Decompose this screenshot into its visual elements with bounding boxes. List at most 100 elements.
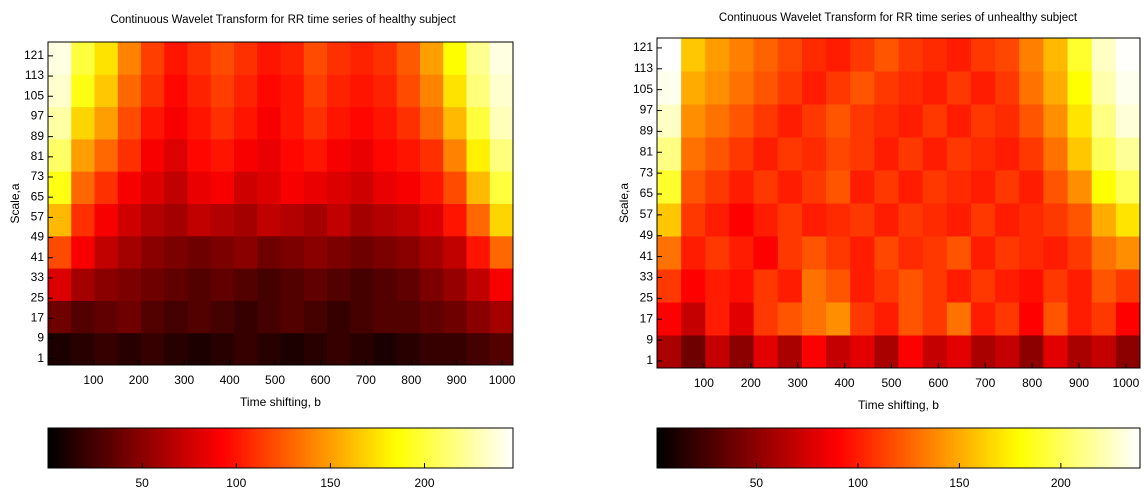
heatmap-cell: [141, 138, 165, 172]
heatmap-cell: [753, 236, 779, 270]
heatmap-cell: [705, 38, 730, 72]
heatmap-cell: [801, 104, 827, 138]
heatmap-cell: [946, 104, 972, 138]
heatmap-cell: [466, 235, 491, 269]
heatmap-cell: [257, 74, 281, 108]
heatmap-cell: [164, 171, 188, 204]
heatmap-cell: [350, 203, 374, 237]
heatmap-cell: [753, 335, 779, 369]
heatmap-cell: [898, 269, 924, 303]
heatmap-cell: [1115, 71, 1141, 105]
heatmap-cell: [995, 335, 1020, 369]
heatmap-cell: [874, 335, 899, 369]
heatmap-cell: [141, 106, 165, 140]
heatmap-cell: [1019, 236, 1044, 270]
heatmap-cell: [489, 171, 514, 204]
heatmap-cell: [1043, 236, 1069, 270]
heatmap-cell: [71, 106, 95, 140]
heatmap-cell: [71, 300, 95, 334]
heatmap-cell: [350, 42, 374, 75]
heatmap-cell: [373, 42, 398, 75]
heatmap-cell: [1091, 302, 1117, 336]
heatmap-cell: [48, 171, 72, 204]
heatmap-cell: [946, 38, 972, 72]
heatmap-cell: [94, 74, 119, 108]
heatmap-cell: [898, 236, 924, 270]
heatmap-cell: [234, 106, 258, 140]
colorbar-tick-label: 50: [135, 476, 149, 490]
heatmap-cell: [874, 104, 899, 138]
heatmap-cell: [280, 203, 305, 237]
heatmap-cell: [257, 300, 281, 334]
heatmap-cell: [234, 42, 258, 75]
y-tick-label: 89: [640, 124, 654, 138]
heatmap-cell: [705, 104, 730, 138]
heatmap-cell: [187, 74, 212, 108]
y-tick-label: 49: [640, 228, 654, 242]
heatmap-cell: [303, 106, 328, 140]
y-tick-label: 121: [633, 40, 653, 54]
heatmap-cell: [466, 268, 491, 301]
heatmap-cell: [681, 170, 706, 204]
heatmap-cell: [657, 203, 682, 237]
x-tick-label: 1000: [489, 373, 516, 387]
heatmap-cell: [753, 302, 779, 336]
heatmap-cell: [681, 302, 706, 336]
heatmap-cell: [681, 104, 706, 138]
heatmap-cell: [350, 332, 374, 366]
x-tick-label: 300: [788, 376, 808, 390]
heatmap-cell: [970, 302, 996, 336]
heatmap-cell: [657, 269, 682, 303]
heatmap-cell: [396, 332, 421, 366]
heatmap-cell: [657, 104, 682, 138]
heatmap-cell: [210, 42, 235, 75]
heatmap-cell: [489, 42, 514, 75]
heatmap-cell: [850, 137, 875, 171]
heatmap-cell: [94, 268, 119, 301]
colorbar-tick-label: 200: [415, 476, 435, 490]
heatmap-cell: [71, 235, 95, 269]
heatmap-cell: [681, 38, 706, 72]
heatmap-cell: [141, 235, 165, 269]
heatmap-cell: [729, 104, 755, 138]
heatmap-cell: [141, 203, 165, 237]
heatmap-cell: [396, 171, 421, 204]
heatmap-cell: [164, 332, 188, 366]
heatmap-cell: [995, 137, 1020, 171]
heatmap-cell: [922, 269, 948, 303]
heatmap-cell: [850, 71, 875, 105]
x-tick-label: 900: [447, 373, 467, 387]
heatmap-cell: [705, 302, 730, 336]
heatmap-cell: [705, 236, 730, 270]
colorbar-tick-label: 50: [750, 476, 764, 490]
heatmap-cell: [327, 138, 351, 172]
heatmap-cell: [826, 335, 851, 369]
heatmap-cell: [164, 235, 188, 269]
heatmap-cell: [1019, 38, 1044, 72]
y-tick-label: 65: [31, 189, 45, 203]
y-tick-label: 1: [37, 351, 44, 365]
heatmap-cell: [898, 203, 924, 237]
heatmap-cell: [657, 170, 682, 204]
heatmap-cell: [48, 138, 72, 172]
heatmap-cell: [753, 137, 779, 171]
heatmap-cell: [303, 42, 328, 75]
heatmap-cell: [705, 203, 730, 237]
heatmap-cell: [466, 74, 491, 108]
heatmap-cell: [71, 138, 95, 172]
heatmap-cell: [141, 332, 165, 366]
heatmap-cell: [1115, 137, 1141, 171]
heatmap-cell: [350, 300, 374, 334]
heatmap-cell: [681, 236, 706, 270]
heatmap-cell: [753, 71, 779, 105]
heatmap-cell: [117, 138, 142, 172]
heatmap-cell: [466, 138, 491, 172]
heatmap-cell: [396, 74, 421, 108]
heatmap-cell: [1067, 104, 1093, 138]
x-tick-label: 300: [174, 373, 194, 387]
heatmap-cell: [850, 203, 875, 237]
heatmap-cell: [1043, 71, 1069, 105]
heatmap-cell: [777, 203, 803, 237]
heatmap-cell: [373, 235, 398, 269]
